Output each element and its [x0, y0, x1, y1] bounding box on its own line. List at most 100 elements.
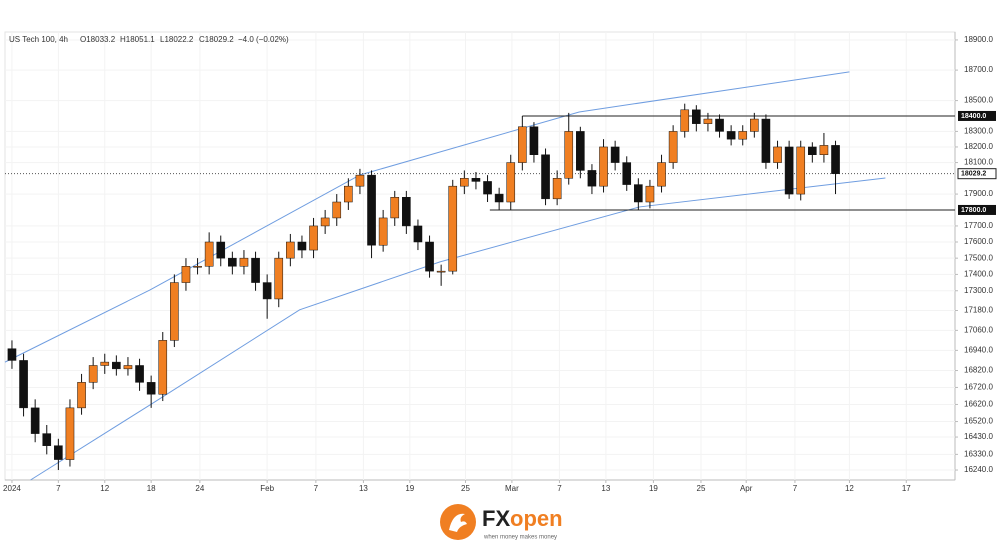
candle-body [216, 241, 226, 259]
candle-body [19, 360, 28, 409]
x-tick-label: Apr [740, 484, 753, 493]
x-tick-label: 25 [461, 484, 470, 493]
channel-line [30, 177, 886, 481]
x-tick-label: 13 [359, 484, 368, 493]
last-price-label: 18029.2 [961, 171, 986, 178]
candle-body [610, 146, 620, 163]
candle-body [518, 126, 527, 163]
candle-body [193, 266, 202, 268]
x-tick-label: 25 [697, 484, 706, 493]
candle-body [402, 196, 411, 227]
candle-body [332, 201, 342, 219]
y-tick-label: 18100.0 [964, 158, 993, 167]
candle-body [657, 162, 666, 187]
x-tick-label: 19 [649, 484, 658, 493]
candle-body [645, 185, 655, 203]
candle-body [471, 178, 481, 182]
candle-body [587, 170, 597, 187]
candle-body [425, 241, 434, 272]
x-tick-label: 19 [405, 484, 414, 493]
candle-body [297, 241, 307, 251]
candle-body [112, 361, 121, 370]
x-tick-label: 17 [902, 484, 911, 493]
candle-body [448, 185, 458, 272]
brand-fx: FX [482, 506, 510, 531]
candle-body [680, 109, 690, 132]
candle-body [146, 382, 156, 395]
y-tick-label: 16430.0 [964, 432, 993, 441]
candle-body [715, 118, 724, 132]
candle-body [692, 109, 701, 124]
candle-body [204, 241, 214, 267]
x-tick-label: 7 [56, 484, 61, 493]
y-tick-label: 17180.0 [964, 306, 993, 315]
candle-body [367, 174, 376, 246]
x-tick-label: 7 [793, 484, 798, 493]
candle-body [819, 145, 829, 156]
header-change: −4.0 (−0.02%) [238, 35, 289, 44]
x-tick-label: 18 [147, 484, 156, 493]
candle-body [54, 445, 63, 460]
header-close: C18029.2 [199, 35, 234, 44]
header-symbol: US Tech 100, 4h [9, 35, 68, 44]
candle-body [761, 118, 771, 163]
candle-body [309, 225, 318, 251]
tagline: when money makes money [483, 535, 557, 541]
candle-body [170, 282, 179, 341]
candle-body [726, 131, 736, 140]
candle-body [738, 131, 748, 140]
candle-body [773, 146, 782, 163]
level-label-box [958, 204, 996, 215]
y-tick-label: 18300.0 [964, 127, 993, 136]
y-tick-label: 18200.0 [964, 142, 993, 151]
last-price-box [957, 168, 997, 180]
candle-body [703, 118, 713, 124]
candle-body [784, 146, 794, 195]
level-label: 17800.0 [961, 207, 986, 214]
x-tick-label: 13 [601, 484, 610, 493]
candle-body [251, 257, 260, 283]
x-tick-label: 24 [195, 484, 204, 493]
x-tick-label: Mar [505, 484, 519, 493]
y-tick-label: 18700.0 [964, 65, 993, 74]
candle-body [808, 146, 817, 156]
level-label: 18400.0 [961, 113, 986, 120]
candle-body [564, 131, 574, 179]
x-tick-label: 12 [845, 484, 854, 493]
candle-body [158, 340, 168, 395]
y-tick-label: 16940.0 [964, 345, 993, 354]
candle-body [529, 126, 539, 156]
level-label-box [958, 110, 996, 121]
candle-body [181, 266, 191, 283]
candle-body [30, 407, 40, 434]
x-tick-label: 7 [314, 484, 319, 493]
y-tick-label: 17700.0 [964, 221, 993, 230]
candle-body [796, 146, 806, 195]
y-tick-label: 17400.0 [964, 270, 993, 279]
logo-glyph [449, 513, 467, 532]
candle-body [552, 178, 562, 200]
candle-body [483, 181, 492, 195]
candle-body [239, 257, 249, 267]
candle-body [413, 225, 423, 243]
candle-body [668, 131, 678, 163]
candle-body [541, 154, 550, 200]
candle-body [262, 282, 272, 300]
y-tick-label: 18500.0 [964, 96, 993, 105]
header-high: H18051.1 [120, 35, 155, 44]
x-tick-label: 7 [557, 484, 562, 493]
y-tick-label: 16820.0 [964, 366, 993, 375]
y-tick-label: 18900.0 [964, 35, 993, 44]
candle-body [65, 407, 75, 460]
x-tick-label: Feb [260, 484, 274, 493]
x-tick-label: 2024 [3, 484, 21, 493]
candle-body [506, 162, 516, 203]
candle-body [634, 184, 643, 203]
y-tick-label: 17900.0 [964, 189, 993, 198]
y-tick-label: 16520.0 [964, 417, 993, 426]
y-tick-label: 16240.0 [964, 465, 993, 474]
candle-body [622, 162, 632, 185]
candle-body [88, 365, 98, 383]
logo: FX open when money makes money [440, 504, 563, 541]
